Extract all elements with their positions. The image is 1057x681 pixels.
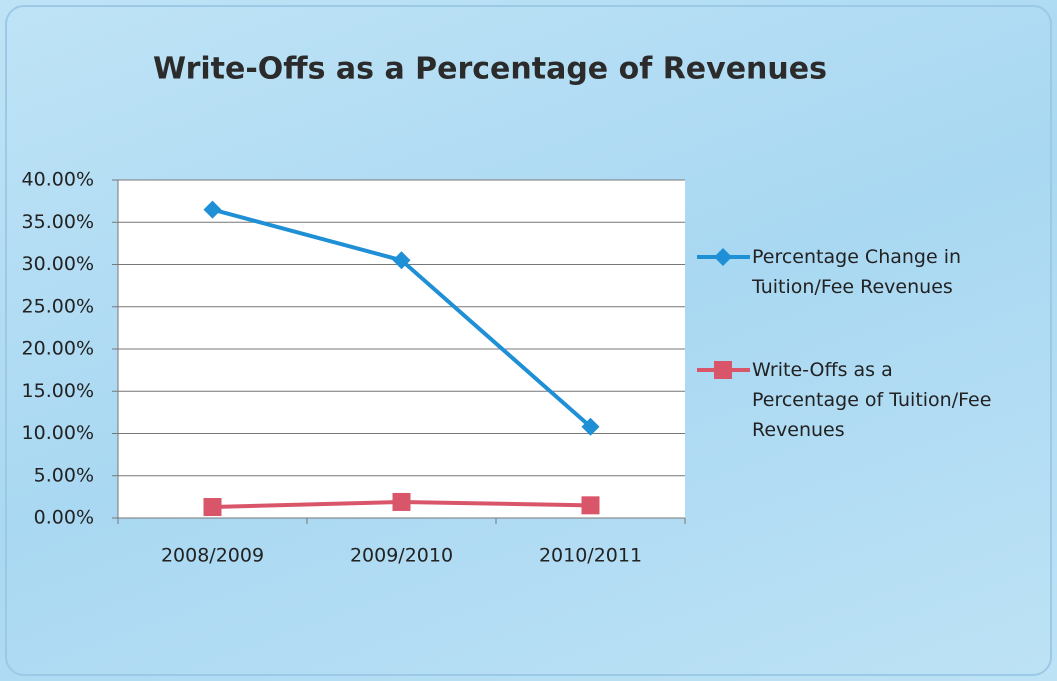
x-tick-label: 2010/2011 — [539, 545, 642, 567]
marker — [714, 361, 732, 379]
marker — [714, 248, 732, 266]
y-tick-label: 15.00% — [22, 380, 94, 402]
marker — [203, 200, 222, 219]
marker — [581, 417, 600, 436]
y-tick-label: 20.00% — [22, 338, 94, 360]
y-tick-label: 10.00% — [22, 422, 94, 444]
legend-label: Write-Offs as a Percentage of Tuition/Fe… — [752, 359, 992, 441]
legend-label: Percentage Change in Tuition/Fee Revenue… — [752, 246, 962, 298]
marker — [203, 498, 222, 517]
y-tick-label: 40.00% — [22, 169, 94, 191]
x-tick-label: 2008/2009 — [161, 545, 264, 567]
y-tick-label: 5.00% — [34, 464, 94, 486]
y-tick-label: 25.00% — [22, 295, 94, 317]
y-tick-label: 35.00% — [22, 211, 94, 233]
y-tick-label: 0.00% — [34, 507, 94, 529]
chart-title: Write-Offs as a Percentage of Revenues — [153, 52, 827, 87]
marker — [392, 492, 411, 511]
marker — [581, 496, 600, 515]
x-tick-label: 2009/2010 — [350, 545, 453, 567]
frame — [5, 5, 1052, 676]
y-tick-label: 30.00% — [22, 253, 94, 275]
marker — [392, 251, 411, 270]
